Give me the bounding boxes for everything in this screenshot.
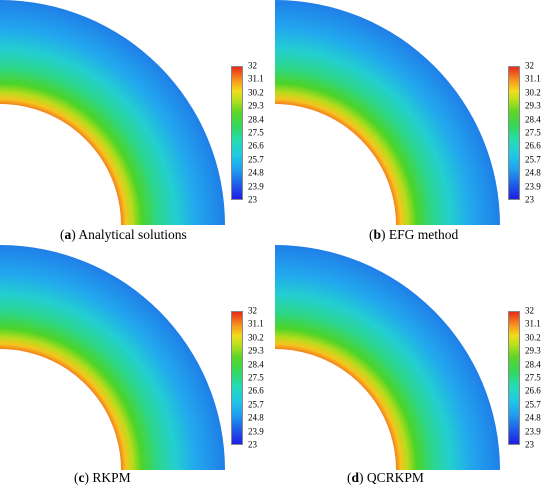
annulus-quadrant <box>0 0 225 225</box>
panel-caption: (a) Analytical solutions <box>60 227 187 242</box>
colorbar-label: 27.5 <box>525 372 541 383</box>
annulus-quadrant <box>0 245 225 470</box>
colorbar-gradient <box>508 66 520 200</box>
colorbar-label: 23 <box>525 194 534 205</box>
panel-a: 32 31.1 30.2 29.3 28.4 27.5 26.6 25.7 24… <box>0 0 275 245</box>
colorbar-label: 26.6 <box>248 385 264 396</box>
colorbar-gradient <box>508 311 520 445</box>
temperature-field-plot <box>275 0 500 225</box>
colorbar-label: 28.4 <box>248 359 264 370</box>
colorbar-label: 30.2 <box>248 87 264 98</box>
colorbar-label: 26.6 <box>248 140 264 151</box>
colorbar-label: 31.1 <box>525 73 541 84</box>
panel-letter: a <box>64 227 72 242</box>
colorbar-label: 31.1 <box>525 318 541 329</box>
colorbar-label: 29.3 <box>525 100 541 111</box>
colorbar-label: 23.9 <box>525 181 541 192</box>
colorbar-label: 31.1 <box>248 318 264 329</box>
colorbar-label: 23.9 <box>248 426 264 437</box>
colorbar-label: 28.4 <box>248 114 264 125</box>
colorbar-label: 27.5 <box>525 127 541 138</box>
colorbar-label: 29.3 <box>525 345 541 356</box>
annulus-quadrant <box>275 245 500 470</box>
colorbar-label: 30.2 <box>525 87 541 98</box>
panel-title: RKPM <box>92 470 131 485</box>
panel-caption: (b) EFG method <box>369 227 459 242</box>
panel-title: QCRKPM <box>366 470 424 485</box>
temperature-field-plot <box>0 245 225 470</box>
colorbar-label: 32 <box>525 60 534 71</box>
colorbar-label: 24.8 <box>248 167 264 178</box>
colorbar-label: 30.2 <box>248 332 264 343</box>
colorbar-label: 24.8 <box>248 412 264 423</box>
colorbar-label: 23 <box>248 194 257 205</box>
panel-caption: (d) QCRKPM <box>347 470 424 485</box>
panel-caption: (c) RKPM <box>74 470 131 485</box>
colorbar-label: 25.7 <box>248 399 264 410</box>
colorbar-label: 27.5 <box>248 127 264 138</box>
colorbar-gradient <box>231 311 243 445</box>
panel-letter: b <box>373 227 382 242</box>
colorbar-label: 23 <box>248 439 257 450</box>
colorbar-label: 28.4 <box>525 114 541 125</box>
colorbar-label: 26.6 <box>525 140 541 151</box>
colorbar-label: 24.8 <box>525 412 541 423</box>
panel-letter: c <box>78 470 85 485</box>
colorbar-label: 27.5 <box>248 372 264 383</box>
colorbar-label: 23.9 <box>248 181 264 192</box>
colorbar-label: 28.4 <box>525 359 541 370</box>
temperature-field-plot <box>275 245 500 470</box>
colorbar-label: 25.7 <box>525 399 541 410</box>
panel-c: 32 31.1 30.2 29.3 28.4 27.5 26.6 25.7 24… <box>0 245 275 490</box>
panel-title: EFG method <box>388 227 459 242</box>
colorbar-label: 29.3 <box>248 100 264 111</box>
panel-title: Analytical solutions <box>78 227 187 242</box>
colorbar-label: 26.6 <box>525 385 541 396</box>
colorbar-label: 29.3 <box>248 345 264 356</box>
temperature-field-plot <box>0 0 225 225</box>
colorbar-label: 30.2 <box>525 332 541 343</box>
colorbar-label: 25.7 <box>525 154 541 165</box>
annulus-quadrant <box>275 0 500 225</box>
colorbar-label: 23.9 <box>525 426 541 437</box>
colorbar-label: 25.7 <box>248 154 264 165</box>
colorbar-label: 31.1 <box>248 73 264 84</box>
colorbar-label: 32 <box>525 305 534 316</box>
colorbar-gradient <box>231 66 243 200</box>
colorbar-label: 32 <box>248 60 257 71</box>
panel-letter: d <box>351 470 360 485</box>
panel-b: 32 31.1 30.2 29.3 28.4 27.5 26.6 25.7 24… <box>275 0 550 245</box>
colorbar-label: 23 <box>525 439 534 450</box>
colorbar-label: 24.8 <box>525 167 541 178</box>
panel-d: 32 31.1 30.2 29.3 28.4 27.5 26.6 25.7 24… <box>275 245 550 490</box>
colorbar-label: 32 <box>248 305 257 316</box>
